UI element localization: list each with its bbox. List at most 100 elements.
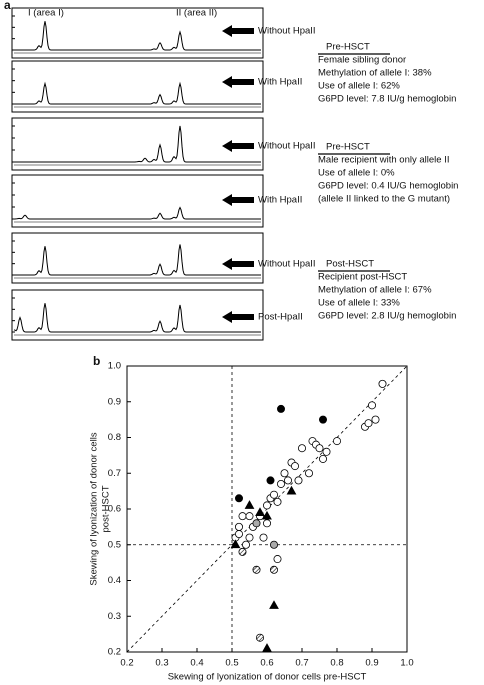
point — [234, 494, 243, 503]
y-tick-label: 0.4 — [108, 575, 121, 586]
trace — [14, 21, 261, 51]
point — [245, 512, 254, 521]
y-tick-label: 0.6 — [108, 504, 121, 515]
arrow — [222, 258, 254, 270]
point — [332, 437, 341, 446]
point — [318, 415, 327, 424]
y-tick-label: 0.2 — [108, 647, 121, 658]
trace — [13, 303, 261, 333]
point — [315, 444, 324, 453]
trace — [14, 206, 261, 220]
point — [322, 447, 331, 456]
x-tick-label: 0.9 — [365, 658, 378, 669]
trace-box — [11, 60, 264, 113]
x-tick-label: 0.5 — [225, 658, 238, 669]
point — [304, 469, 313, 478]
arrow — [222, 25, 254, 37]
point — [297, 444, 306, 453]
trace — [14, 81, 261, 105]
y-tick-label: 1.0 — [108, 361, 121, 372]
point — [364, 419, 373, 428]
y-tick-label: 0.3 — [108, 611, 121, 622]
point — [269, 600, 279, 609]
point — [269, 565, 278, 574]
x-tick-label: 0.3 — [155, 658, 168, 669]
note-title: Pre-HSCT — [326, 142, 370, 153]
y-axis-label: post-HSCT — [101, 485, 112, 532]
note-line: Male recipient with only allele II — [318, 155, 449, 166]
trace — [14, 125, 261, 163]
point — [276, 404, 285, 413]
arrow — [222, 194, 254, 206]
x-tick-label: 0.2 — [120, 658, 133, 669]
note-line: G6PD level: 7.8 IU/g hemoglobin — [318, 94, 456, 105]
arrow-label: Post-HpaII — [258, 312, 303, 323]
note-line: G6PD level: 2.8 IU/g hemoglobin — [318, 311, 456, 322]
note-line: G6PD level: 0.4 IU/G hemoglobin — [318, 181, 458, 192]
point — [273, 497, 282, 506]
note-line: Methylation of allele I: 67% — [318, 285, 432, 296]
point — [318, 454, 327, 463]
trace-box — [11, 174, 264, 228]
peak-label: II (area II) — [176, 8, 217, 19]
trace-box — [11, 232, 264, 284]
trace — [14, 244, 261, 276]
x-axis-label: Skewing of lyonization of donor cells pr… — [168, 672, 367, 683]
point — [273, 555, 282, 564]
point — [252, 565, 261, 574]
x-tick-label: 0.8 — [330, 658, 343, 669]
note-line: Use of allele I: 33% — [318, 298, 400, 309]
point — [245, 533, 254, 542]
note-line: Methylation of allele I: 38% — [318, 68, 432, 79]
arrow — [222, 140, 254, 152]
point — [290, 462, 299, 471]
panel-label: b — [93, 354, 100, 368]
scatter-chart: b 0.2 0.3 0.4 0.5 0.6 0.7 0.8 0.9 1.0 0.2 0.3 0.4 0.5… — [89, 354, 414, 682]
x-tick-label: 0.7 — [295, 658, 308, 669]
x-tick-label: 1.0 — [400, 658, 413, 669]
y-tick-label: 0.7 — [108, 468, 121, 479]
traces: Without HpaII With HpaII Without HpaII With… — [11, 7, 316, 341]
arrow — [222, 311, 254, 323]
y-tick-label: 0.8 — [108, 432, 121, 443]
point — [269, 490, 278, 499]
point — [230, 539, 241, 549]
point — [238, 547, 247, 556]
point — [286, 485, 297, 495]
point — [262, 519, 271, 528]
point — [294, 476, 303, 485]
x-tick-label: 0.4 — [190, 658, 203, 669]
point — [259, 533, 268, 542]
arrow-label: With HpaII — [258, 77, 302, 88]
note-line: Recipient post-HSCT — [318, 272, 407, 283]
point — [276, 479, 285, 488]
note-line: Use of allele I: 62% — [318, 81, 400, 92]
point — [241, 540, 250, 549]
point — [255, 633, 264, 642]
point — [262, 643, 272, 652]
arrow — [222, 76, 254, 88]
point — [367, 401, 376, 410]
note-title: Post-HSCT — [326, 259, 374, 270]
trace-box — [11, 289, 264, 341]
point — [252, 519, 261, 528]
point — [283, 476, 292, 485]
arrow-label: Without HpaII — [258, 26, 316, 37]
note-line: (allele II linked to the G mutant) — [318, 194, 450, 205]
arrow-label: Without HpaII — [258, 259, 316, 270]
panel-label: a — [4, 0, 11, 12]
point — [269, 540, 278, 549]
y-tick-label: 0.5 — [108, 539, 121, 550]
point — [244, 500, 255, 509]
y-tick-label: 0.9 — [108, 396, 121, 407]
point — [266, 476, 275, 485]
arrow-label: With HpaII — [258, 195, 302, 206]
arrow-label: Without HpaII — [258, 141, 316, 152]
point — [234, 530, 243, 539]
y-axis-label: Skewing of lyonization of donor cells — [89, 432, 100, 585]
note-line: Female sibling donor — [318, 55, 406, 66]
x-tick-label: 0.6 — [260, 658, 273, 669]
peak-label: I (area I) — [28, 8, 64, 19]
